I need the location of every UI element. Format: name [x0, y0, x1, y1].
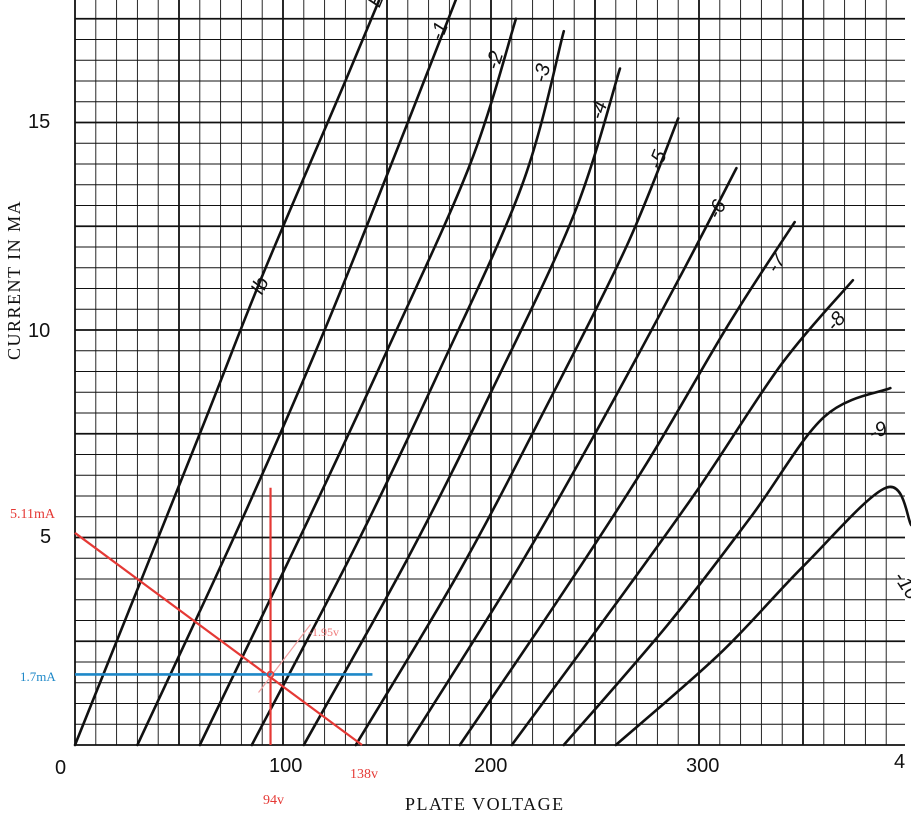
op-current-label: 1.7mA	[20, 669, 56, 684]
curve-ec0	[73, 0, 381, 747]
current-intercept-label: 5.11mA	[10, 507, 56, 522]
x-tick-300: 300	[686, 755, 719, 777]
ib-label: Ib	[247, 274, 274, 298]
curve-ec-4	[302, 67, 622, 747]
curve-ec-1	[136, 0, 458, 747]
load-line	[74, 532, 363, 746]
curve-label--7: -7	[762, 249, 791, 277]
curve-ec-3	[250, 29, 566, 747]
x-tick-200: 200	[474, 755, 507, 777]
curve-ec-6	[406, 166, 738, 747]
curve-ec-8	[510, 278, 855, 747]
major-grid	[74, 0, 905, 746]
x-tick-100: 100	[269, 755, 302, 777]
y-axis-title: CURRENT IN MA	[4, 200, 24, 360]
curve-label-ec0: EC=0	[364, 0, 404, 10]
curve-labels: EC=0-1-2-3-4-5-6-7-8-9-10	[364, 0, 911, 604]
curve-ec-10	[614, 485, 911, 747]
voltage-intercept-label: 138v	[350, 767, 378, 782]
grid-bias-label: -1.95v	[308, 625, 339, 639]
x-tick-400: 4	[894, 751, 905, 773]
curve-label--4: -4	[586, 98, 612, 122]
curve-label--10: -10	[889, 568, 911, 604]
characteristic-curves	[73, 0, 911, 747]
curve-ec-7	[458, 220, 796, 747]
curve-ec-2	[198, 17, 518, 747]
curve-label--3: -3	[529, 62, 555, 85]
y-tick-15: 15	[28, 111, 50, 133]
curve-label--9: -9	[866, 417, 891, 444]
x-axis-title: PLATE VOLTAGE	[405, 794, 565, 814]
minor-grid	[75, 0, 905, 745]
op-voltage-label: 94v	[263, 793, 284, 808]
x-tick-0: 0	[55, 757, 66, 779]
curve-label--2: -2	[482, 49, 508, 73]
y-tick-10: 10	[28, 320, 50, 342]
curve-ec-5	[354, 117, 680, 747]
y-tick-5: 5	[40, 526, 51, 548]
operating-point	[266, 670, 275, 679]
curve-label--5: -5	[644, 147, 671, 173]
curve-label--6: -6	[703, 196, 731, 223]
operating-point-markers	[74, 487, 373, 746]
curve-ec-9	[562, 386, 892, 747]
grid-bias-pointer	[258, 624, 311, 693]
